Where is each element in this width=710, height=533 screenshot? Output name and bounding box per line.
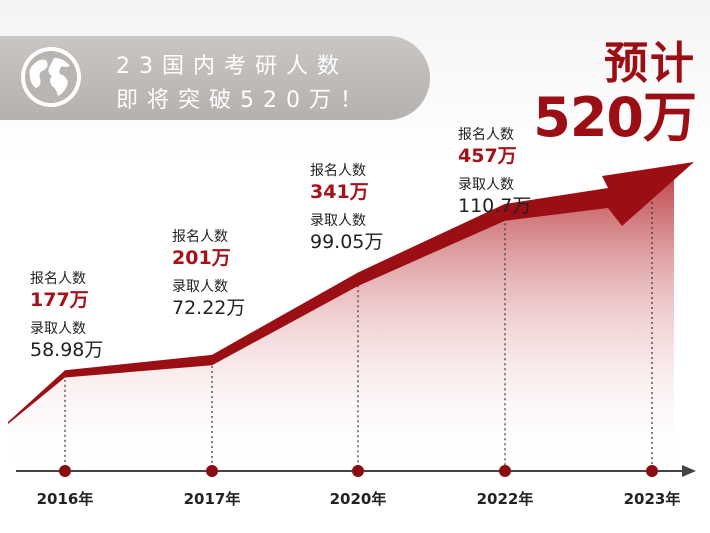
headline-banner: 23国内考研人数 即将突破520万！ bbox=[0, 36, 430, 120]
x-tick-label: 2023年 bbox=[623, 490, 681, 508]
axis-marker bbox=[59, 465, 71, 477]
data-label-group: 报名人数 341万录取人数 99.05万 bbox=[310, 162, 383, 254]
data-label-group: 报名人数 201万录取人数 72.22万 bbox=[172, 228, 245, 320]
admitted-caption: 录取人数 bbox=[310, 213, 366, 229]
headline-line-2: 即将突破520万！ bbox=[116, 88, 371, 113]
axis-marker bbox=[352, 465, 364, 477]
globe-icon bbox=[21, 47, 81, 107]
x-tick-label: 2022年 bbox=[476, 490, 534, 508]
axis-marker bbox=[206, 465, 218, 477]
data-label-group: 报名人数 177万录取人数 58.98万 bbox=[30, 270, 103, 362]
axis-marker bbox=[499, 465, 511, 477]
registered-value: 341万 bbox=[310, 181, 369, 203]
registered-value: 457万 bbox=[458, 145, 517, 167]
x-tick-label: 2020年 bbox=[329, 490, 387, 508]
trend-arrow-band bbox=[8, 162, 694, 424]
headline-line-1: 23国内考研人数 bbox=[116, 54, 348, 79]
registered-caption: 报名人数 bbox=[172, 229, 228, 245]
guide-lines bbox=[64, 192, 653, 471]
forecast-label: 预计 bbox=[604, 38, 696, 89]
admitted-value: 72.22万 bbox=[172, 297, 246, 319]
x-tick-label: 2017年 bbox=[183, 490, 241, 508]
admitted-caption: 录取人数 bbox=[30, 321, 86, 337]
trend-area-fill bbox=[8, 174, 674, 471]
forecast-callout: 预计 520万 bbox=[533, 38, 697, 149]
admitted-value: 58.98万 bbox=[30, 339, 104, 361]
forecast-value: 520万 bbox=[533, 86, 697, 149]
admitted-value: 110.7万 bbox=[458, 195, 532, 217]
registered-value: 201万 bbox=[172, 247, 231, 269]
registered-value: 177万 bbox=[30, 289, 89, 311]
registered-caption: 报名人数 bbox=[30, 271, 86, 287]
registered-caption: 报名人数 bbox=[458, 127, 514, 143]
axis-markers bbox=[59, 465, 658, 477]
registered-caption: 报名人数 bbox=[310, 163, 366, 179]
admitted-value: 99.05万 bbox=[310, 231, 384, 253]
axis-marker bbox=[646, 465, 658, 477]
x-tick-label: 2016年 bbox=[36, 490, 94, 508]
admitted-caption: 录取人数 bbox=[172, 279, 228, 295]
admitted-caption: 录取人数 bbox=[458, 177, 514, 193]
data-label-group: 报名人数 457万录取人数 110.7万 bbox=[458, 126, 531, 218]
x-axis-arrow-icon bbox=[682, 465, 696, 477]
